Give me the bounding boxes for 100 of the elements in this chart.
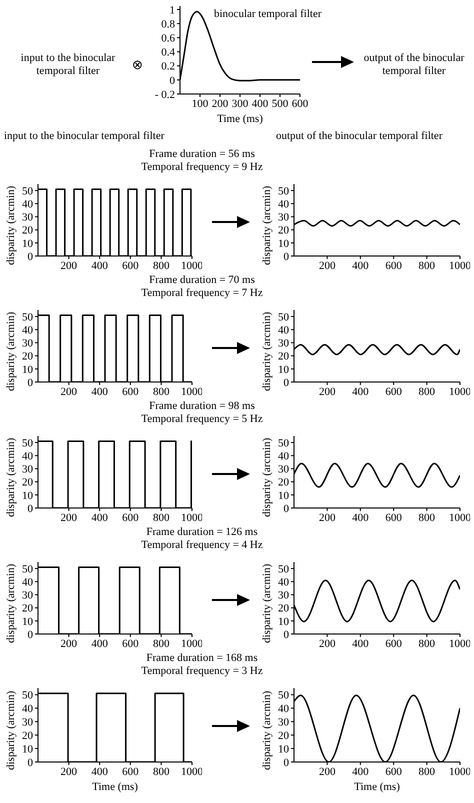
y-tick-label: 40 [22,198,34,211]
y-tick-label: 30 [278,464,290,476]
x-tick-label: 100 [192,98,209,110]
x-tick-label: 400 [352,386,370,398]
text: input to the binocular temporal filter [20,52,116,78]
y-tick-label: 50 [22,437,34,450]
x-tick-label: 400 [352,766,370,778]
y-tick-label: 0 [28,250,34,263]
y-tick-label: 10 [22,364,34,376]
y-axis-title: disparity (arcmin) [260,564,273,643]
x-tick-label: 400 [91,260,108,272]
text: output of the binocular temporal filter [362,52,466,78]
x-tick-label: 800 [152,512,170,524]
x-tick-label: 200 [212,98,229,110]
x-tick-label: 800 [152,638,170,650]
x-tick-label: 400 [352,260,370,272]
y-tick-label: 20 [278,476,290,489]
y-axis-title: disparity (arcmin) [260,690,273,770]
x-tick-label: 800 [152,386,170,398]
chart-subtitle: Temporal frequency = 4 Hz [140,539,264,552]
y-tick-label: 30 [22,338,34,350]
y-tick-label: 20 [22,602,34,615]
chart-title: Frame duration = 56 ms [148,148,256,161]
x-tick-label: 200 [60,638,78,650]
y-tick-label: 50 [22,311,34,324]
y-tick-label: 50 [278,690,290,702]
x-tick-label: 200 [318,386,336,398]
y-tick-label: 0.2 [161,60,175,73]
y-tick-label: 40 [278,450,290,463]
x-tick-label: 800 [418,512,436,524]
y-tick-label: 10 [278,490,290,502]
y-tick-label: 40 [278,703,290,716]
x-tick-label: 600 [292,98,309,110]
x-tick-label: 400 [91,638,108,650]
y-tick-label: 20 [22,224,34,237]
y-tick-label: 0 [28,376,34,389]
y-tick-label: 20 [22,476,34,489]
y-tick-label: 40 [278,576,290,589]
y-tick-label: 10 [278,364,290,376]
y-tick-label: 20 [278,602,290,615]
y-tick-label: 40 [22,324,34,337]
y-axis-title: disparity (arcmin) [4,564,17,643]
text: output of the binocular temporal filter [276,130,442,143]
y-tick-label: 50 [22,563,34,576]
y-tick-label: 0 [284,756,290,769]
y-tick-label: 10 [278,616,290,628]
x-tick-label: 600 [385,260,402,272]
y-tick-label: 30 [278,212,290,224]
text: ⊗ [132,57,143,72]
y-tick-label: 20 [278,224,290,237]
y-tick-label: 50 [278,437,290,450]
chart-subtitle: Temporal frequency = 9 Hz [140,161,264,174]
x-tick-label: 200 [318,512,336,524]
y-tick-label: 40 [278,198,290,211]
chart-title: Frame duration = 168 ms [145,652,259,665]
x-tick-label: 200 [318,260,336,272]
y-tick-label: 50 [278,563,290,576]
chart-subtitle: Temporal frequency = 7 Hz [140,287,264,300]
x-tick-label: 200 [318,638,336,650]
y-tick-label: 10 [22,743,34,756]
x-tick-label: 800 [418,260,436,272]
y-tick-label: 0.6 [161,32,176,45]
x-tick-label: 800 [152,766,170,778]
y-tick-label: 0 [28,502,34,515]
y-tick-label: 40 [278,324,290,337]
y-tick-label: 30 [278,590,290,602]
y-tick-label: 40 [22,450,34,463]
y-tick-label: 0 [28,756,34,769]
y-tick-label: 0 [284,628,290,641]
y-tick-label: 30 [22,464,34,476]
y-tick-label: 0 [284,376,290,389]
y-tick-label: 10 [278,238,290,250]
x-tick-label: 200 [60,386,78,398]
x-tick-label: 600 [385,766,402,778]
chart-subtitle: Temporal frequency = 3 Hz [140,665,264,678]
y-axis-title: disparity (arcmin) [4,312,17,391]
y-tick-label: 10 [22,490,34,502]
y-tick-label: 30 [22,212,34,224]
x-tick-label: 400 [91,386,108,398]
y-tick-label: 10 [278,743,290,756]
y-axis-title: disparity (arcmin) [260,438,273,517]
y-tick-label: 0.4 [161,46,176,59]
series-label: binocular temporal filter [214,8,322,21]
x-tick-label: 400 [252,98,269,110]
x-tick-label: 600 [385,638,402,650]
y-tick-label: 30 [22,716,34,729]
y-tick-label: 20 [278,350,290,363]
x-tick-label: 400 [352,512,370,524]
x-tick-label: 200 [318,766,336,778]
y-tick-label: 20 [278,730,290,742]
x-tick-label: 200 [60,512,78,524]
y-tick-label: 0 [284,250,290,263]
y-axis-title: disparity (arcmin) [4,186,17,265]
y-tick-label: 0.8 [161,18,176,31]
y-tick-label: 0 [170,74,176,87]
x-tick-label: 400 [91,512,108,524]
y-tick-label: 50 [22,185,34,198]
y-axis-title: disparity (arcmin) [260,312,273,391]
y-tick-label: 1 [170,4,175,16]
chart-title: Frame duration = 70 ms [148,274,256,287]
